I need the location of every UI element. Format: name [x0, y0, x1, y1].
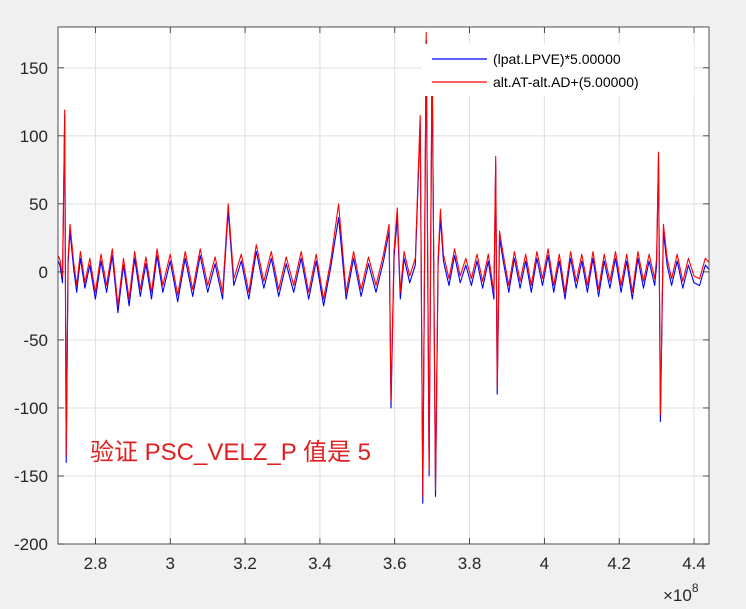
- y-axis: 150 100 50 0 -50 -100 -150 -200: [14, 59, 709, 554]
- series-line-0: [58, 40, 709, 504]
- legend-box: [422, 44, 694, 96]
- x-tick-label: 3.6: [383, 554, 407, 573]
- y-tick-label: -100: [14, 399, 48, 418]
- legend-label-blue: (lpat.LPVE)*5.00000: [493, 51, 621, 67]
- y-tick-label: 150: [20, 59, 48, 78]
- y-tick-label: -150: [14, 467, 48, 486]
- x-tick-label: 3: [166, 554, 175, 573]
- x-exponent-power: 8: [692, 581, 699, 595]
- y-tick-label: 0: [39, 263, 48, 282]
- legend: (lpat.LPVE)*5.00000 alt.AT-alt.AD+(5.000…: [422, 44, 694, 96]
- x-tick-label: 4.2: [607, 554, 631, 573]
- annotation-text: 验证 PSC_VELZ_P 值是 5: [90, 439, 371, 466]
- x-tick-label: 3.8: [458, 554, 482, 573]
- x-exponent-base: ×10: [663, 586, 692, 605]
- series-line-1: [58, 31, 709, 497]
- series-0: [58, 40, 709, 504]
- y-tick-label: 50: [29, 195, 48, 214]
- x-tick-label: 4.4: [682, 554, 706, 573]
- x-tick-label: 4: [540, 554, 549, 573]
- series-layer: [58, 31, 709, 504]
- y-tick-label: -200: [14, 535, 48, 554]
- x-tick-label: 3.2: [233, 554, 257, 573]
- x-exponent-label: ×108: [663, 581, 699, 605]
- x-tick-label: 2.8: [84, 554, 108, 573]
- legend-label-red: alt.AT-alt.AD+(5.00000): [493, 74, 639, 90]
- x-tick-label: 3.4: [308, 554, 332, 573]
- axes-box: [57, 26, 710, 545]
- x-axis: 2.8 3 3.2 3.4 3.6 3.8 4 4.2 4.4: [84, 27, 706, 573]
- y-tick-label: -50: [23, 331, 48, 350]
- y-tick-label: 100: [20, 127, 48, 146]
- plot-area: [58, 27, 709, 544]
- series-1: [58, 31, 709, 497]
